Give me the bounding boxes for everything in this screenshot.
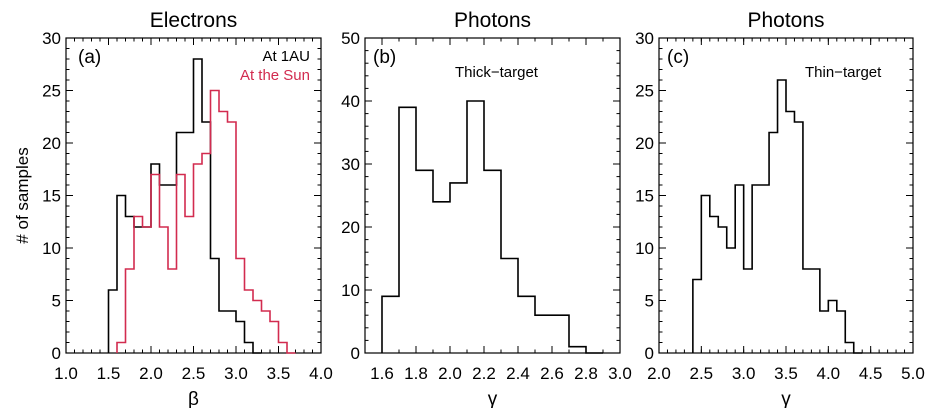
x-tick-label: 2.8 [574,364,598,383]
y-tick-label: 5 [645,292,654,311]
y-tick-label: 25 [635,82,654,101]
panel-a: 1.0 1.5 2.0 2.5 3.0 3.5 4.0 0 5 10 15 20 25 30 Electro… [13,9,333,408]
panel-c: 2.0 2.5 3.0 3.5 4.0 4.5 5.0 0 5 10 15 20 25 30 Photons… [635,9,925,408]
panel-annotation: Thick−target [455,64,539,81]
x-tick-label: 3.0 [608,364,632,383]
x-tick-label: 4.0 [817,364,841,383]
y-tick-label: 20 [635,134,654,153]
y-tick-label: 0 [645,344,654,363]
histogram-series-at-the-sun [116,89,296,354]
y-tick-label: 15 [635,187,654,206]
x-tick-label: 1.8 [404,364,428,383]
panel-annotation: Thin−target [805,64,882,81]
y-axis-label: # of samples [13,147,32,243]
panel-title: Electrons [150,9,238,32]
plot-frame [364,37,621,354]
x-tick-label: 2.0 [438,364,462,383]
y-tick-label: 0 [351,344,360,363]
y-tick-label: 10 [42,239,61,258]
x-tick-label: 4.0 [309,364,333,383]
histogram-series-at-1au [107,58,262,354]
panel-label: (b) [373,47,396,68]
y-tick-label: 40 [341,92,360,111]
panel-label: (a) [78,47,101,68]
y-tick-label: 30 [635,29,654,48]
legend-entry-at-1au: At 1AU [262,48,310,65]
y-tick-label: 20 [42,134,61,153]
legend-entry-at-the-sun: At the Sun [240,67,310,84]
y-tick-label: 10 [341,281,360,300]
x-tick-label: 2.5 [690,364,714,383]
x-tick-label: 3.5 [267,364,291,383]
y-tick-label: 10 [635,239,654,258]
histogram-series-counts [692,79,863,354]
x-tick-label: 2.4 [506,364,530,383]
panel-b: 1.6 1.8 2.0 2.2 2.4 2.6 2.8 3.0 0 10 20 30 40 50 Photo… [341,9,632,408]
y-tick-label: 25 [42,82,61,101]
x-tick-label: 3.0 [224,364,248,383]
panel-title: Photons [747,9,824,32]
x-tick-label: 5.0 [901,364,925,383]
histogram-series-counts [381,100,603,354]
y-tick-label: 5 [52,292,61,311]
x-axis-label: γ [488,389,498,408]
y-tick-label: 20 [341,218,360,237]
x-tick-label: 1.0 [54,364,78,383]
panel-label: (c) [667,47,689,68]
x-tick-label: 1.6 [370,364,394,383]
x-tick-label: 4.5 [859,364,883,383]
y-tick-label: 50 [341,29,360,48]
x-tick-label: 2.5 [182,364,206,383]
y-tick-label: 15 [42,187,61,206]
x-axis-label: β [188,389,199,408]
y-tick-label: 30 [341,155,360,174]
x-tick-label: 3.5 [774,364,798,383]
x-axis-label: γ [781,389,791,408]
x-tick-label: 1.5 [97,364,121,383]
y-tick-label: 30 [42,29,61,48]
x-tick-label: 2.0 [647,364,671,383]
x-tick-label: 3.0 [732,364,756,383]
y-tick-label: 0 [52,344,61,363]
x-tick-label: 2.6 [540,364,564,383]
x-tick-label: 2.0 [139,364,163,383]
panel-title: Photons [454,9,531,32]
x-tick-label: 2.2 [472,364,496,383]
